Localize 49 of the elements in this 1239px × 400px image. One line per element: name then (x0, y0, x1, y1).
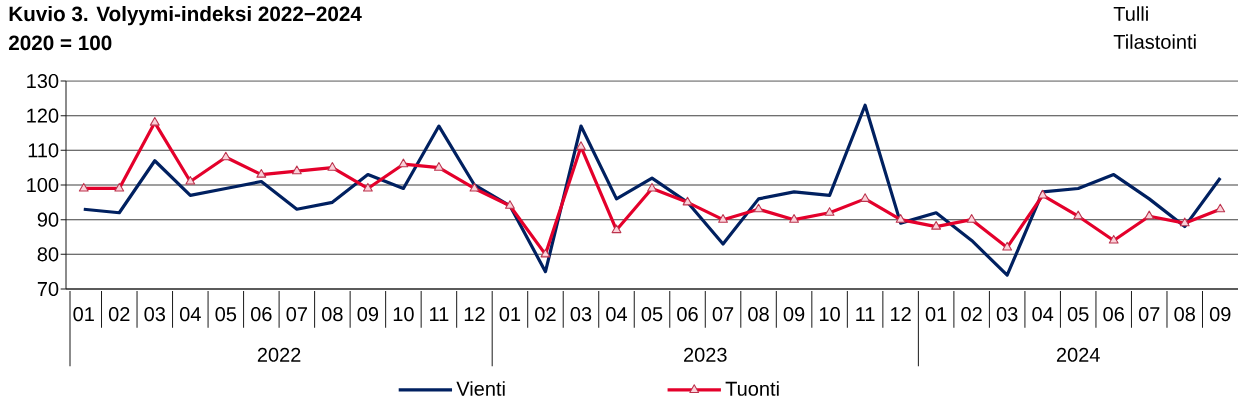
x-tick-label: 01 (499, 307, 521, 322)
x-tick-label: 02 (108, 307, 130, 322)
legend-label: Vienti (456, 381, 505, 396)
x-tick-label: 01 (73, 307, 94, 322)
y-tick-label: 120 (27, 108, 59, 123)
x-tick-label: 12 (464, 307, 485, 321)
x-tick-label: 06 (677, 307, 698, 322)
text: 2023 (684, 347, 727, 362)
x-tick-label: 09 (357, 307, 379, 322)
x-tick-label: 03 (570, 307, 592, 322)
y-tick-label: 80 (37, 247, 59, 262)
text: 2022 (257, 347, 301, 362)
x-tick-label: 09 (1209, 307, 1231, 322)
y-tick-label: 90 (37, 212, 59, 227)
x-tick-label: 08 (748, 307, 769, 322)
chart-subtitle: 2020 = 100 (8, 35, 112, 51)
x-tick-label: 05 (1067, 307, 1089, 322)
x-tick-label: 04 (1032, 307, 1054, 322)
chart-title: Kuvio 3. Volyymi-indeksi 2022−2024 (9, 6, 362, 26)
x-tick-label: 04 (606, 307, 628, 322)
legend-label: Tuonti (725, 381, 779, 396)
line-series (82, 103, 1222, 277)
x-tick-label: 03 (996, 307, 1018, 322)
x-tick-label: 12 (891, 307, 911, 321)
x-tick-label: 07 (286, 307, 307, 322)
y-tick-label: 130 (27, 73, 59, 89)
x-tick-label: 03 (144, 307, 166, 322)
x-tick-label: 09 (783, 307, 805, 322)
x-tick-label: 06 (1103, 307, 1124, 322)
x-tick-label: 05 (641, 307, 663, 322)
x-tick-label: 11 (856, 307, 875, 321)
x-tick-label: 06 (250, 307, 272, 322)
x-tick-label: 05 (215, 307, 237, 322)
text: Tulli Tilastointi (1113, 6, 1196, 49)
x-tick-label: 08 (322, 307, 343, 322)
y-tick-label: 70 (37, 281, 59, 297)
y-tick-label: 100 (27, 177, 59, 193)
x-tick-label: 02 (961, 307, 982, 322)
x-tick-label: 10 (819, 307, 840, 322)
x-tick-label: 10 (393, 307, 414, 322)
x-tick-label: 04 (179, 307, 201, 322)
x-tick-label: 07 (1138, 307, 1160, 322)
text: 2024 (1056, 347, 1100, 362)
x-tick-label: 02 (535, 307, 556, 322)
x-tick-label: 08 (1174, 307, 1195, 322)
x-tick-label: 07 (712, 307, 734, 322)
y-tick-label: 110 (28, 143, 59, 158)
x-tick-label: 01 (925, 307, 947, 322)
x-tick-label: 11 (430, 307, 449, 321)
